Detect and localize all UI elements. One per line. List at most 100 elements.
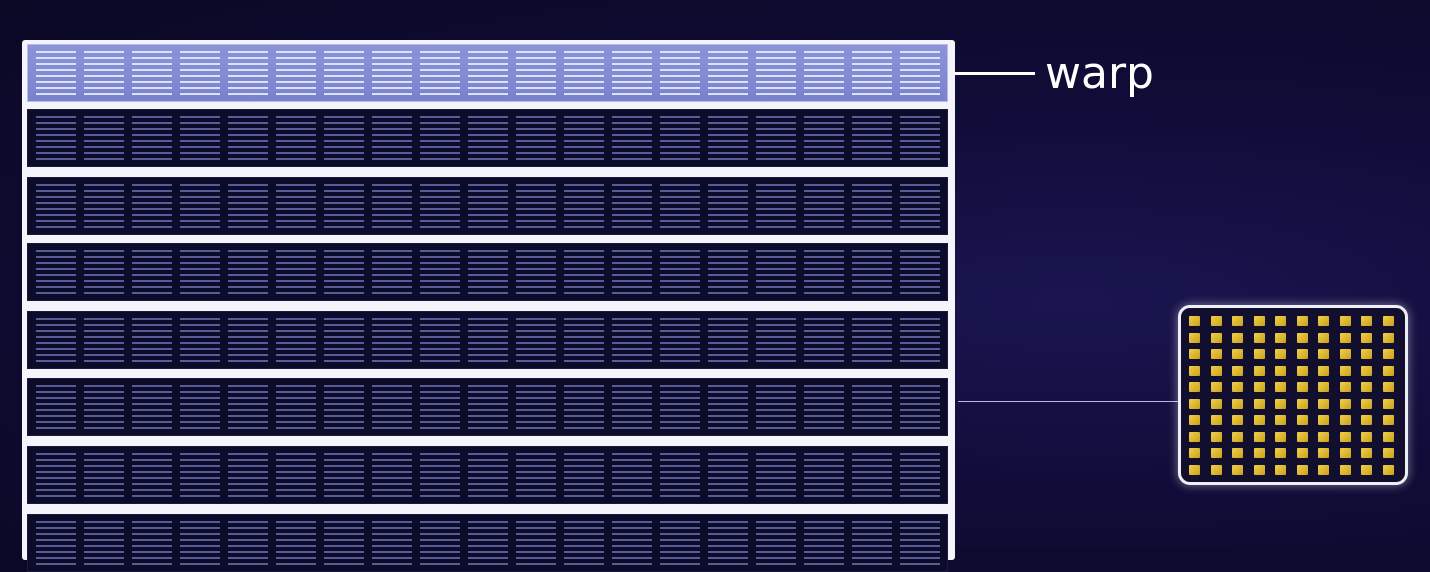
core-unit bbox=[1339, 464, 1351, 475]
thread-cell bbox=[372, 184, 412, 232]
thread-cell bbox=[84, 51, 124, 99]
thread-cell bbox=[612, 184, 652, 232]
thread-cell bbox=[660, 116, 700, 164]
core-unit bbox=[1232, 365, 1243, 376]
thread-cell bbox=[612, 385, 652, 433]
core-unit bbox=[1210, 398, 1222, 409]
thread-cell bbox=[324, 453, 364, 501]
core-unit bbox=[1296, 464, 1308, 475]
thread-cell bbox=[612, 116, 652, 164]
thread-cell bbox=[468, 116, 508, 164]
thread-cell bbox=[852, 250, 892, 298]
core-unit bbox=[1382, 448, 1394, 458]
thread-cell bbox=[900, 453, 940, 501]
warp-row bbox=[27, 243, 948, 301]
thread-cell bbox=[612, 51, 652, 99]
core-unit bbox=[1361, 349, 1372, 359]
thread-cell bbox=[276, 184, 316, 232]
thread-cell bbox=[324, 385, 364, 433]
warp-row-highlighted bbox=[27, 44, 948, 102]
core-unit bbox=[1232, 415, 1243, 425]
core-unit bbox=[1253, 382, 1265, 392]
thread-cell bbox=[276, 385, 316, 433]
thread-cell bbox=[468, 318, 508, 366]
thread-cell bbox=[708, 318, 748, 366]
thread-cell bbox=[132, 184, 172, 232]
thread-cell bbox=[228, 250, 268, 298]
core-unit bbox=[1296, 316, 1308, 326]
core-unit bbox=[1210, 431, 1222, 442]
core-unit bbox=[1318, 398, 1329, 409]
thread-cell bbox=[132, 521, 172, 569]
core-unit bbox=[1296, 365, 1308, 376]
core-unit bbox=[1361, 464, 1372, 475]
core-unit bbox=[1382, 431, 1394, 442]
core-unit bbox=[1296, 398, 1308, 409]
thread-cell bbox=[852, 453, 892, 501]
thread-cell bbox=[36, 521, 76, 569]
warp-label: warp bbox=[1045, 48, 1154, 99]
thread-cell bbox=[420, 250, 460, 298]
thread-cell bbox=[708, 521, 748, 569]
thread-cell bbox=[228, 51, 268, 99]
thread-cell bbox=[564, 385, 604, 433]
warp-row bbox=[27, 311, 948, 369]
thread-cell bbox=[900, 250, 940, 298]
thread-cell bbox=[852, 116, 892, 164]
thread-cell bbox=[804, 318, 844, 366]
core-unit bbox=[1296, 448, 1308, 458]
thread-cell bbox=[468, 51, 508, 99]
thread-cell bbox=[36, 250, 76, 298]
thread-cell bbox=[804, 116, 844, 164]
thread-cell bbox=[660, 318, 700, 366]
core-unit bbox=[1210, 415, 1222, 425]
thread-cell bbox=[132, 453, 172, 501]
thread-cell bbox=[84, 250, 124, 298]
thread-cell bbox=[36, 385, 76, 433]
thread-cell bbox=[36, 184, 76, 232]
thread-cell bbox=[804, 453, 844, 501]
thread-cell bbox=[372, 385, 412, 433]
core-unit bbox=[1296, 349, 1308, 359]
thread-cell bbox=[132, 385, 172, 433]
thread-cell bbox=[516, 51, 556, 99]
core-unit bbox=[1189, 415, 1200, 425]
core-unit bbox=[1318, 431, 1329, 442]
thread-cell bbox=[708, 250, 748, 298]
core-unit bbox=[1318, 415, 1329, 425]
core-unit bbox=[1275, 349, 1286, 359]
thread-cell bbox=[228, 116, 268, 164]
thread-cell bbox=[516, 116, 556, 164]
thread-cell bbox=[564, 116, 604, 164]
thread-cell bbox=[180, 318, 220, 366]
thread-cell bbox=[324, 184, 364, 232]
warp-row bbox=[27, 109, 948, 167]
thread-cell bbox=[660, 184, 700, 232]
thread-cell bbox=[84, 318, 124, 366]
core-unit bbox=[1253, 349, 1265, 359]
core-unit bbox=[1361, 398, 1372, 409]
thread-cell bbox=[804, 250, 844, 298]
thread-cell bbox=[420, 385, 460, 433]
core-unit bbox=[1189, 349, 1200, 359]
thread-cell bbox=[84, 385, 124, 433]
core-unit bbox=[1382, 464, 1394, 475]
thread-cell bbox=[324, 318, 364, 366]
core-unit bbox=[1232, 431, 1243, 442]
thread-cell bbox=[516, 521, 556, 569]
thread-cell bbox=[420, 453, 460, 501]
core-unit bbox=[1339, 332, 1351, 343]
core-unit bbox=[1296, 415, 1308, 425]
thread-cell bbox=[468, 453, 508, 501]
thread-cell bbox=[852, 385, 892, 433]
thread-cell bbox=[324, 51, 364, 99]
thread-cell bbox=[756, 521, 796, 569]
thread-cell bbox=[708, 51, 748, 99]
thread-cell bbox=[180, 116, 220, 164]
core-unit bbox=[1275, 382, 1286, 392]
core-unit bbox=[1232, 448, 1243, 458]
thread-block-panel bbox=[22, 40, 955, 572]
thread-cell bbox=[36, 51, 76, 99]
thread-cell bbox=[756, 250, 796, 298]
thread-cell bbox=[852, 51, 892, 99]
